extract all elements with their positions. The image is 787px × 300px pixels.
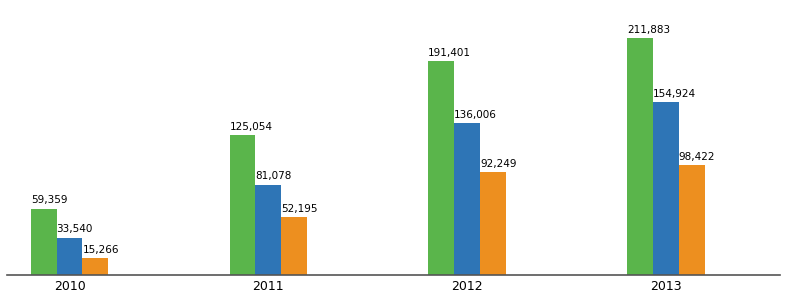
Bar [57,238,83,275]
Bar [428,61,454,275]
Text: 33,540: 33,540 [57,224,93,234]
Text: 136,006: 136,006 [454,110,497,120]
Bar [83,258,109,275]
Bar [31,209,57,275]
Text: 98,422: 98,422 [678,152,715,162]
Text: 92,249: 92,249 [480,159,516,169]
Text: 154,924: 154,924 [653,89,696,99]
Bar [627,38,653,275]
Bar [281,217,307,275]
Bar [255,184,281,275]
Text: 211,883: 211,883 [627,25,671,35]
Bar [653,102,678,275]
Bar [678,165,704,275]
Text: 191,401: 191,401 [428,48,471,58]
Text: 81,078: 81,078 [255,171,292,181]
Bar [230,135,255,275]
Text: 125,054: 125,054 [230,122,272,132]
Text: 52,195: 52,195 [281,203,318,214]
Bar [480,172,506,275]
Text: 15,266: 15,266 [83,245,119,255]
Text: 59,359: 59,359 [31,196,68,206]
Bar [454,123,480,275]
